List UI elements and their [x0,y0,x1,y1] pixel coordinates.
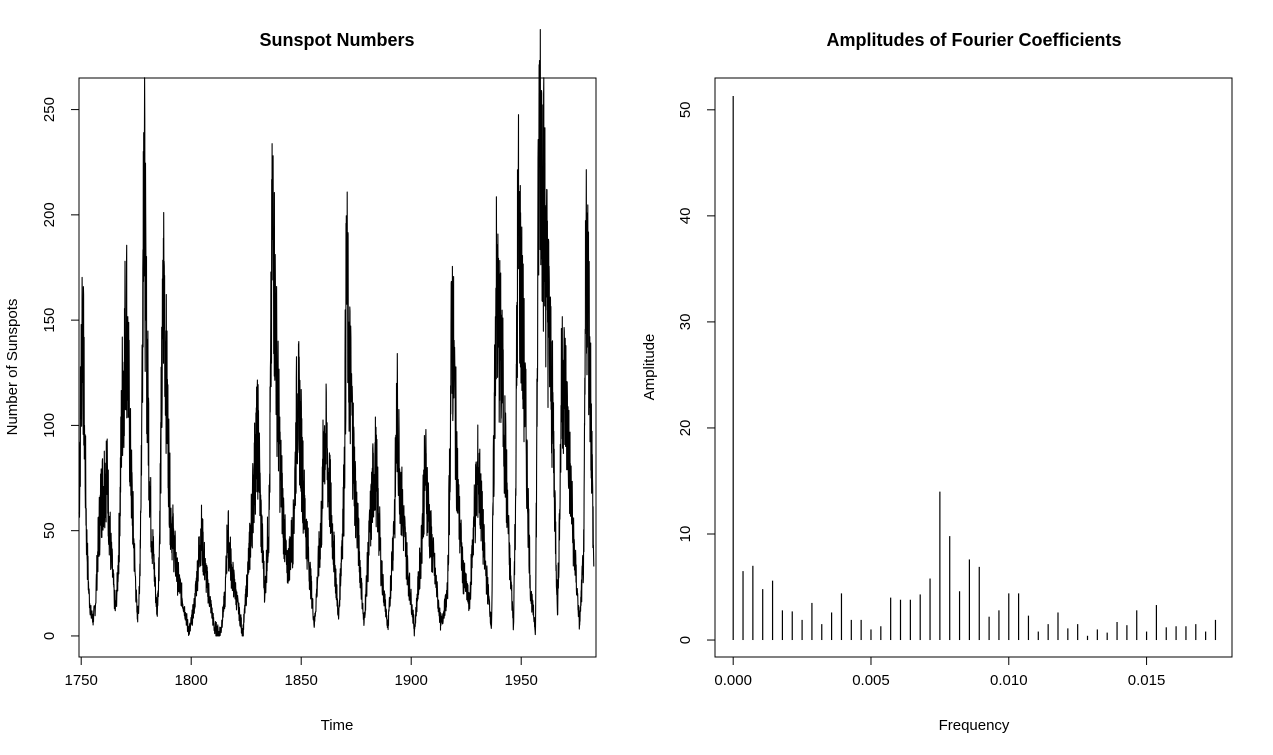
fourier-bars [732,96,1217,641]
sunspot-y-axis: 0 50 100 150 200 250 [41,97,80,640]
fourier-y-tick-label: 10 [677,526,694,543]
fourier-x-tick-label: 0.010 [990,672,1028,689]
fourier-y-tick-label: 30 [677,314,694,331]
fourier-x-tick-label: 0.000 [714,672,752,689]
sunspot-x-axis-label: Time [321,717,354,734]
sunspot-x-axis: 1750 1800 1850 1900 1950 [65,656,538,689]
fourier-y-tick-label: 20 [677,420,694,437]
fourier-x-tick-label: 0.005 [852,672,890,689]
sunspot-y-tick-label: 100 [41,413,58,438]
fourier-x-axis: 0.000 0.005 0.010 0.015 [714,656,1166,689]
sunspot-y-tick-label: 150 [41,308,58,333]
fourier-y-tick-label: 0 [677,636,694,644]
fourier-y-axis: 0 10 20 30 40 50 [677,101,716,644]
sunspot-panel: Sunspot Numbers 1750 1800 1850 1900 1950 0 50… [4,29,597,734]
fourier-title: Amplitudes of Fourier Coefficients [826,30,1121,50]
sunspot-y-tick-label: 50 [41,522,58,539]
sunspot-x-tick-label: 1950 [505,672,538,689]
sunspot-y-tick-label: 250 [41,97,58,122]
fourier-y-tick-label: 40 [677,208,694,225]
sunspot-x-tick-label: 1800 [175,672,208,689]
sunspot-y-axis-label: Number of Sunspots [4,299,21,436]
fourier-x-tick-label: 0.015 [1128,672,1166,689]
sunspot-x-tick-label: 1850 [285,672,318,689]
sunspot-y-tick-label: 0 [41,632,58,640]
sunspot-x-tick-label: 1750 [65,672,98,689]
fourier-x-axis-label: Frequency [939,717,1010,734]
fourier-y-axis-label: Amplitude [641,334,658,401]
sunspot-title: Sunspot Numbers [259,30,414,50]
fourier-plot-frame [714,77,1233,658]
fourier-panel: Amplitudes of Fourier Coefficients 0.000… [641,30,1233,734]
sunspot-x-tick-label: 1900 [395,672,428,689]
sunspot-series-line [78,29,595,637]
sunspot-y-tick-label: 200 [41,202,58,227]
fourier-y-tick-label: 50 [677,101,694,118]
